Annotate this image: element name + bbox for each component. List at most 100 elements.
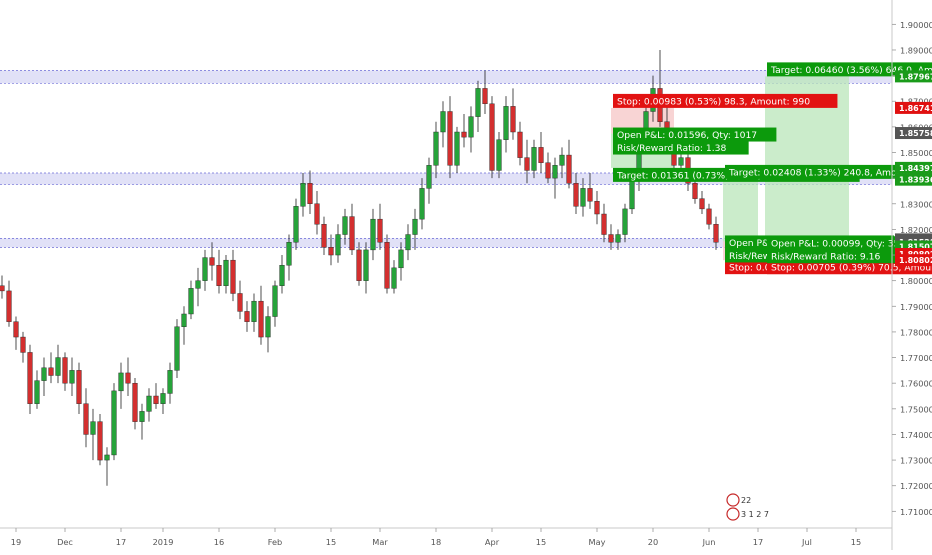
candle-body-13 [90,421,96,435]
long-position-june-b-stop-label: Stop: 0.00705 (0.39%) 70.5, Amount: 750.… [767,260,932,275]
candle-body-80 [559,154,565,166]
candle-29 [202,249,208,291]
candle-72 [503,96,509,153]
x-tick-label-3: 2019 [153,537,174,547]
x-tick-label-4: 16 [214,537,224,547]
candle-12 [83,388,89,448]
x-tick-label-15: Jul [801,537,812,547]
candle-36 [251,293,257,332]
candle-body-57 [398,249,404,269]
price-badge-text-2: 1.85758 [899,129,932,138]
candle-body-25 [174,326,180,371]
price-badge-text-9: 1.80802 [899,256,932,265]
zone-1 [0,173,892,185]
short-position-may-stop-label-text: Stop: 0.00983 (0.53%) 98.3, Amount: 990 [617,96,810,107]
candle-body-60 [419,188,425,220]
y-tick-label-18: 1.89000 [900,45,932,55]
price-badge-4: 1.83936 [895,173,932,186]
candle-13 [90,408,96,461]
x-tick-label-8: 18 [431,537,441,547]
candle-body-5 [34,380,40,404]
long-position-june-a-target-label: Target: 0.02408 (1.33%) 240.8, Amount: 1… [725,164,932,179]
candle-16 [111,383,117,461]
candle-body-2 [13,321,19,338]
y-tick-label-1: 1.72000 [900,481,932,491]
candle-body-33 [230,259,236,294]
candle-76 [531,139,537,179]
long-position-june-b-rr: Risk/Reward Ratio: 9.16 [767,249,903,264]
candle-body-74 [517,131,523,158]
candle-32 [223,255,229,294]
candle-74 [517,121,523,166]
price-badge-bg-4 [895,173,932,186]
candle-body-99 [692,183,698,199]
short-position-may-open-pnl-bg [613,127,777,142]
price-badge-bg-1 [895,101,932,114]
candle-body-79 [552,165,558,179]
candle-body-3 [20,336,26,353]
candle-body-37 [258,300,264,338]
candle-body-64 [447,111,453,166]
short-position-may-open-pnl: Open P&L: 0.01596, Qty: 1017 [613,127,777,142]
candle-7 [48,352,54,384]
x-tick-label-0: 19 [11,537,21,547]
candle-89 [622,203,628,243]
price-badge-text-3: 1.84397 [899,164,932,173]
x-tick-label-9: Apr [485,537,500,547]
candle-23 [160,388,166,414]
x-tick-label-11: May [589,537,606,547]
candle-60 [419,178,425,230]
event-icon-0 [726,493,740,507]
price-badge-0: 1.87967 [895,70,932,83]
candle-31 [216,249,222,294]
candle-body-7 [48,367,54,376]
long-position-june-b-rr-bg [767,249,903,264]
candle-42 [293,198,299,250]
candle-body-54 [377,218,383,243]
candle-46 [321,216,327,256]
candle-body-101 [706,208,712,225]
candle-body-44 [307,183,313,204]
long-position-june-b-open-pnl: Open P&L: 0.00099, Qty: 35460 [767,236,932,251]
candle-17 [118,362,124,409]
price-badge-text-4: 1.83936 [899,176,932,185]
candle-body-22 [153,395,159,404]
y-tick-label-7: 1.78000 [900,327,932,337]
candle-body-15 [104,454,110,461]
candle-body-48 [335,234,341,256]
candle-body-29 [202,257,208,281]
candle-44 [307,170,313,215]
long-position-june-b-rr-text: Risk/Reward Ratio: 9.16 [771,252,880,263]
price-badge-text-1: 1.86741 [899,104,932,113]
event-marker-0: 22 [726,493,751,507]
candle-77 [538,132,544,174]
y-tick-label-8: 1.79000 [900,302,932,312]
candle-body-11 [76,370,82,404]
candle-43 [300,173,306,217]
candle-body-73 [510,106,516,133]
candle-22 [153,383,159,409]
candle-20 [139,403,145,440]
candle-body-61 [426,165,432,189]
x-tick-label-16: 15 [851,537,861,547]
support-resistance-zones [0,70,892,248]
events-markers: 22 3 1 2 7 [726,493,769,521]
candle-28 [195,267,201,307]
x-tick-label-1: Dec [57,537,73,547]
candle-82 [573,173,579,215]
candle-body-97 [678,157,684,166]
candle-63 [440,101,446,148]
long-position-june-b-target-label: Target: 0.06460 (3.56%) 646.0, Amount: 3… [767,62,932,77]
candle-10 [69,357,75,396]
candlestick-series [0,49,719,486]
candle-body-88 [615,234,621,243]
candle-body-30 [209,257,215,266]
candle-57 [398,242,404,281]
y-tick-label-9: 1.80000 [900,276,932,286]
candle-body-55 [384,242,390,289]
candle-21 [146,388,152,422]
candle-79 [552,157,558,199]
candle-body-51 [356,249,362,281]
short-position-may-rr-bg [613,140,749,155]
